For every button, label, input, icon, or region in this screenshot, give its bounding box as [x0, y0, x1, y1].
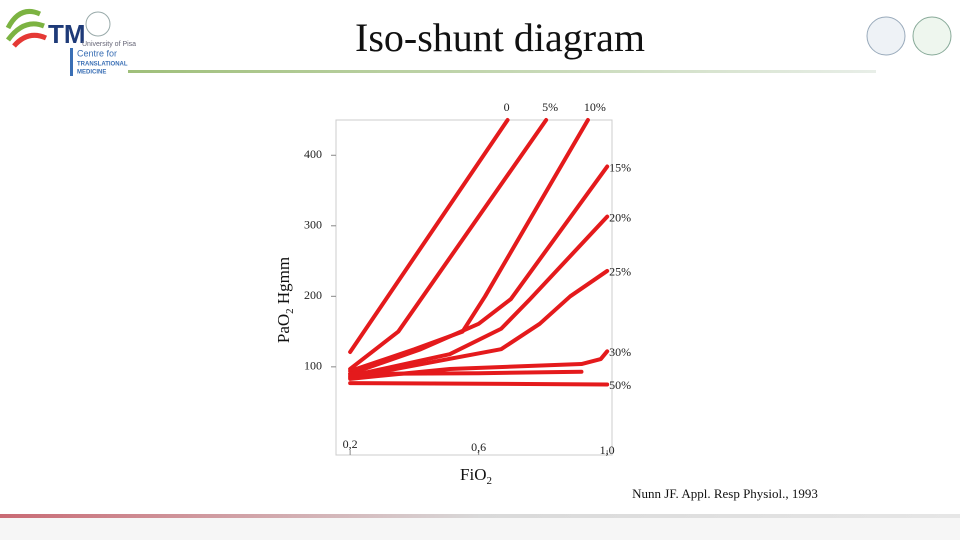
- logo-text: TRANSLATIONAL: [77, 62, 128, 68]
- series-label: 10%: [584, 100, 606, 114]
- logo-swirl: [5, 9, 45, 42]
- shunt-line: [348, 214, 610, 379]
- footer-bar: [0, 514, 960, 518]
- slide-title: Iso-shunt diagram: [355, 15, 645, 60]
- logo-seal: [85, 11, 111, 37]
- logo-bar: [70, 48, 73, 76]
- series-label: 0: [504, 100, 510, 114]
- series-label: 25%: [609, 265, 631, 279]
- y-tick-label: 400: [304, 147, 322, 161]
- series-label: 20%: [609, 210, 631, 224]
- footer: [0, 518, 960, 540]
- logo-swirl: [12, 32, 48, 48]
- shunt-line: [348, 118, 510, 355]
- logo-text: University of Pisa: [82, 41, 136, 48]
- x-tick-label: 0,6: [471, 440, 486, 454]
- seal: [866, 16, 906, 56]
- y-tick-label: 100: [304, 359, 322, 373]
- shunt-line: [348, 381, 610, 387]
- logo-text: MEDICINE: [77, 70, 106, 76]
- logo-text: TM: [48, 19, 86, 49]
- y-tick-label: 200: [304, 288, 322, 302]
- x-tick-label: 1,0: [600, 443, 615, 457]
- shunt-line: [348, 118, 549, 371]
- shunt-line: [348, 164, 610, 376]
- header-rule: [128, 70, 876, 73]
- citation: Nunn JF. Appl. Resp Physiol., 1993: [632, 486, 818, 501]
- seal: [912, 16, 952, 56]
- series-label: 30%: [609, 345, 631, 359]
- series-label: 15%: [609, 160, 631, 174]
- x-axis-label: FiO2: [460, 465, 492, 487]
- shunt-line: [348, 369, 584, 376]
- series-label: 5%: [542, 100, 558, 114]
- plot-frame: [335, 119, 613, 456]
- shunt-line: [348, 268, 610, 380]
- x-tick-label: 0,2: [343, 437, 358, 451]
- shunt-line: [348, 118, 590, 374]
- series-label: 50%: [609, 378, 631, 392]
- logo-text: Centre for: [77, 48, 117, 58]
- y-tick-label: 300: [304, 218, 322, 232]
- y-axis-label: PaO2 Hgmm: [274, 257, 296, 343]
